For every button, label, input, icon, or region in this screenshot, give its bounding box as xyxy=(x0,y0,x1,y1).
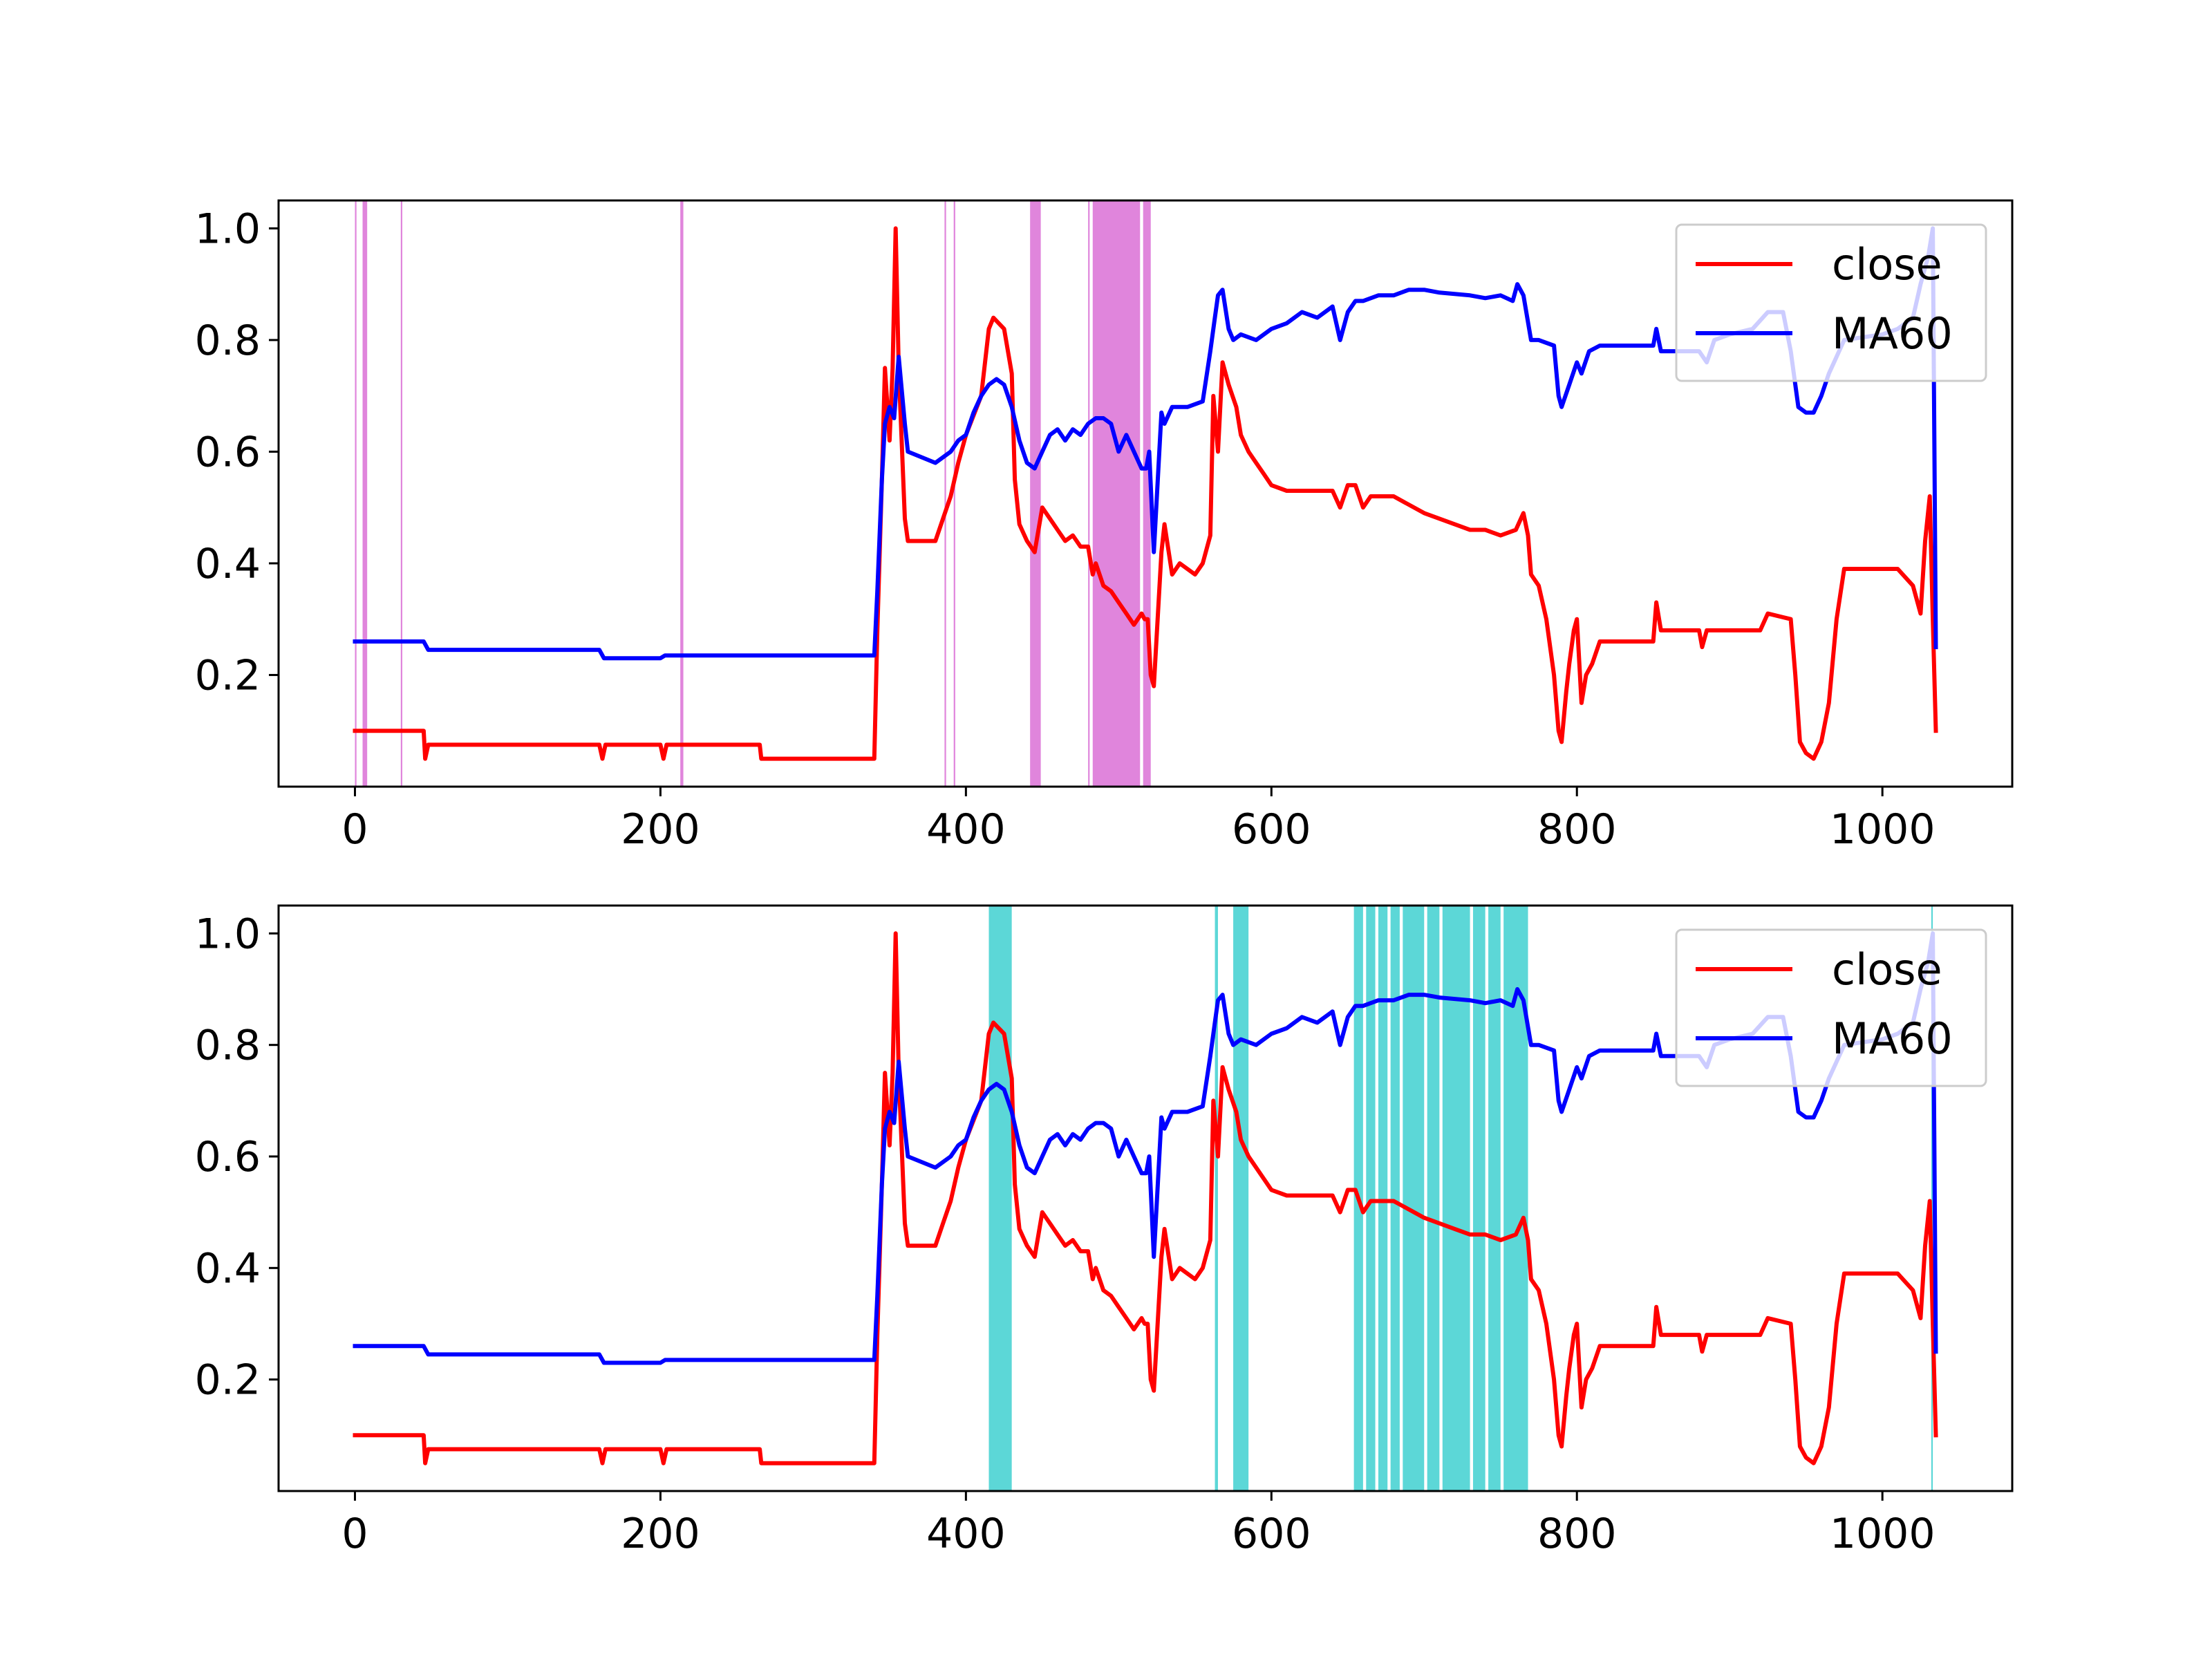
highlight-span-6 xyxy=(1030,200,1041,787)
highlight-span-3 xyxy=(680,200,684,787)
y-tick-label: 1.0 xyxy=(195,910,261,958)
y-tick-label: 0.2 xyxy=(195,651,261,700)
axes-frame xyxy=(277,199,2014,788)
y-tick-label: 1.0 xyxy=(195,205,261,253)
series-line-close xyxy=(353,931,1938,1465)
x-tick-label: 200 xyxy=(621,805,700,854)
highlight-span-13 xyxy=(1931,906,1933,1491)
highlight-span-4 xyxy=(944,200,946,787)
y-tick-label: 0.8 xyxy=(195,1022,261,1070)
highlight-span-8 xyxy=(1092,200,1141,787)
y-tick-label: 0.8 xyxy=(195,317,261,365)
x-tick-label: 1000 xyxy=(1830,805,1936,854)
x-tick-label: 600 xyxy=(1232,805,1311,854)
highlight-spans xyxy=(355,200,1151,787)
x-tick-label: 800 xyxy=(1537,1510,1617,1558)
y-tick-label: 0.4 xyxy=(195,540,261,588)
highlight-span-1 xyxy=(1215,906,1218,1491)
y-tick-label: 0.6 xyxy=(195,1133,261,1181)
legend-label-close: close xyxy=(1832,239,1942,290)
highlight-span-10 xyxy=(1472,906,1485,1491)
x-tick-label: 0 xyxy=(341,805,368,854)
legend: close MA60 xyxy=(1675,928,1987,1087)
highlight-span-7 xyxy=(1088,200,1090,787)
series-line-close xyxy=(353,226,1938,761)
highlight-span-0 xyxy=(988,906,1012,1491)
axes-frame xyxy=(277,904,2014,1492)
highlight-span-7 xyxy=(1403,906,1425,1491)
top-subplot: 0 200 400 600 800 1000 0.2 0.4 0.6 0.8 1.0 close MA6… xyxy=(195,199,2014,854)
highlight-span-5 xyxy=(953,200,955,787)
highlight-span-0 xyxy=(355,200,357,787)
x-tick-label: 400 xyxy=(926,1510,1006,1558)
highlight-span-4 xyxy=(1366,906,1376,1491)
highlight-span-5 xyxy=(1378,906,1388,1491)
y-tick-label: 0.6 xyxy=(195,428,261,476)
x-tick-label: 400 xyxy=(926,805,1006,854)
highlight-span-6 xyxy=(1390,906,1400,1491)
legend-label-ma60: MA60 xyxy=(1832,308,1953,359)
highlight-span-2 xyxy=(1233,906,1249,1491)
y-tick-label: 0.2 xyxy=(195,1356,261,1405)
x-tick-label: 800 xyxy=(1537,805,1617,854)
highlight-span-2 xyxy=(400,200,402,787)
highlight-span-1 xyxy=(362,200,368,787)
y-tick-label: 0.4 xyxy=(195,1244,261,1293)
x-tick-label: 0 xyxy=(341,1510,368,1558)
legend-label-ma60: MA60 xyxy=(1832,1013,1953,1064)
highlight-span-11 xyxy=(1488,906,1501,1491)
bottom-subplot: 0 200 400 600 800 1000 0.2 0.4 0.6 0.8 1.0 close MA6… xyxy=(195,904,2014,1558)
x-tick-label: 1000 xyxy=(1830,1510,1936,1558)
highlight-span-8 xyxy=(1427,906,1440,1491)
x-tick-label: 200 xyxy=(621,1510,700,1558)
x-tick-label: 600 xyxy=(1232,1510,1311,1558)
legend: close MA60 xyxy=(1675,223,1987,382)
highlight-span-9 xyxy=(1442,906,1470,1491)
legend-label-close: close xyxy=(1832,944,1942,995)
highlight-span-9 xyxy=(1143,200,1151,787)
